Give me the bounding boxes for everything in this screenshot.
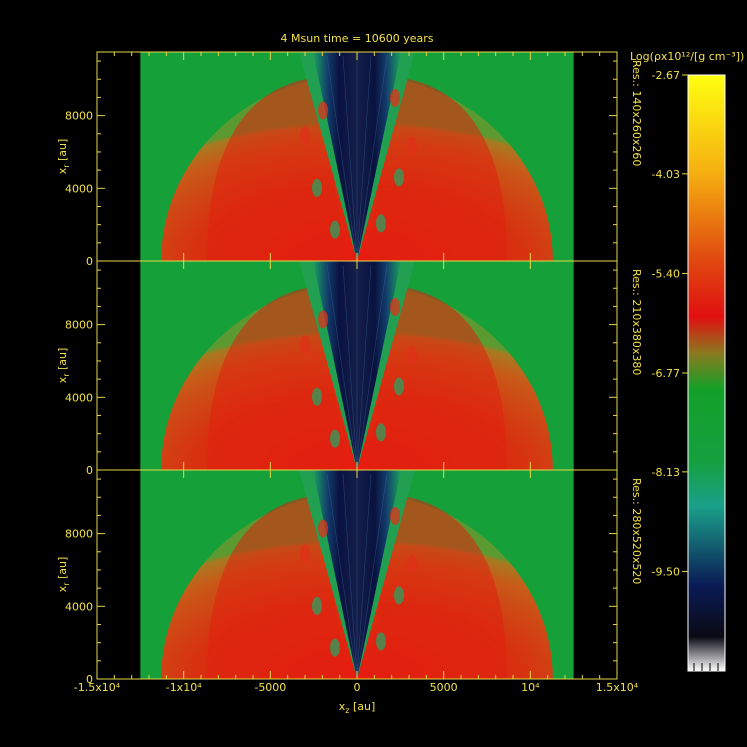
colorbar-tick-label: -2.67 [652, 69, 680, 82]
turbulent-clump [390, 88, 400, 107]
turbulent-clump [312, 387, 322, 406]
turbulent-clump [312, 596, 322, 615]
cavity-ray [356, 473, 372, 680]
x-axis: -1.5x10⁴ -1x10⁴ -5000 0 5000 10⁴ 1.5x10⁴ [74, 52, 639, 694]
y-tick-label: 4000 [65, 182, 93, 195]
turbulent-clump [318, 101, 328, 120]
x-axis-label: xz [au] [339, 700, 376, 715]
turbulent-clump [407, 555, 417, 574]
colorbar-tick-label: -9.50 [652, 565, 680, 578]
y-tick-label: 4000 [65, 391, 93, 404]
resolution-label: Res.: 280x520x520 [630, 478, 643, 584]
y-axis-label: xr [au] [56, 348, 71, 384]
panel: 0 4000 8000 xr [au] Res.: 210x380x380 [56, 260, 643, 477]
turbulent-clump [300, 126, 310, 145]
cavity-ray [356, 55, 388, 262]
cavity-ray [356, 55, 372, 262]
y-tick-label: 8000 [65, 110, 93, 123]
cavity-ray [342, 264, 358, 471]
x-tick-label: -1x10⁴ [166, 681, 202, 694]
turbulent-clump [390, 506, 400, 525]
x-tick-label: 10⁴ [521, 681, 540, 694]
colorbar-tick-label: -8.13 [652, 466, 680, 479]
cavity-ray [356, 264, 372, 471]
resolution-label: Res.: 140x260x260 [630, 60, 643, 166]
cavity-ray [326, 55, 358, 262]
inner-lobe-left [207, 495, 347, 679]
y-tick-label: 4000 [65, 600, 93, 613]
colorbar-tick-label: -5.40 [652, 267, 680, 280]
cavity-ray [342, 473, 358, 680]
cavity-ray [356, 473, 388, 680]
turbulent-clump [318, 519, 328, 538]
turbulent-clump [330, 429, 340, 448]
turbulent-clump [330, 638, 340, 657]
inner-lobe-right [367, 495, 507, 679]
turbulent-clump [394, 586, 404, 605]
cavity-ray [356, 264, 388, 471]
panel: 0 4000 8000 xr [au] Res.: 140x260x260 [56, 51, 643, 268]
y-tick-label: 0 [86, 464, 93, 477]
turbulent-clump [394, 377, 404, 396]
turbulent-clump [300, 544, 310, 563]
colorbar-tick-label: -4.03 [652, 168, 680, 181]
turbulent-clump [312, 178, 322, 197]
y-tick-label: 0 [86, 255, 93, 268]
turbulent-clump [318, 310, 328, 329]
y-tick-label: 8000 [65, 319, 93, 332]
turbulent-clump [407, 137, 417, 156]
panel: 0 4000 8000 xr [au] Res.: 280x520x520 [56, 469, 643, 686]
turbulent-clump [376, 214, 386, 233]
turbulent-clump [394, 168, 404, 187]
resolution-label: Res.: 210x380x380 [630, 269, 643, 375]
cavity-ray [326, 473, 358, 680]
inner-lobe-right [367, 77, 507, 261]
turbulent-clump [376, 423, 386, 442]
y-axis-label: xr [au] [56, 557, 71, 593]
x-tick-label: -1.5x10⁴ [74, 681, 121, 694]
x-tick-label: 0 [354, 681, 361, 694]
chart-title: 4 Msun time = 10600 years [281, 32, 434, 45]
colorbar: -2.67 -4.03 -5.40 -6.77 -8.13 -9.50 [652, 69, 726, 672]
y-tick-label: 0 [86, 673, 93, 686]
colorbar-label: Log(ρx10¹²/[g cm⁻³]) [630, 50, 744, 63]
cavity-ray [326, 264, 358, 471]
turbulent-clump [300, 335, 310, 354]
turbulent-clump [407, 346, 417, 365]
x-tick-label: 5000 [430, 681, 458, 694]
x-tick-label: -5000 [254, 681, 286, 694]
colorbar-scale [687, 74, 726, 672]
colorbar-tick-label: -6.77 [652, 367, 680, 380]
turbulent-clump [376, 632, 386, 651]
y-axis-label: xr [au] [56, 139, 71, 175]
panel-group: 0 4000 8000 xr [au] Res.: 140x260x260 0 4000 80… [56, 51, 643, 686]
inner-lobe-right [367, 286, 507, 470]
y-tick-label: 8000 [65, 528, 93, 541]
inner-lobe-left [207, 286, 347, 470]
x-tick-label: 1.5x10⁴ [596, 681, 639, 694]
inner-lobe-left [207, 77, 347, 261]
cavity-ray [342, 55, 358, 262]
turbulent-clump [390, 297, 400, 316]
turbulent-clump [330, 220, 340, 239]
